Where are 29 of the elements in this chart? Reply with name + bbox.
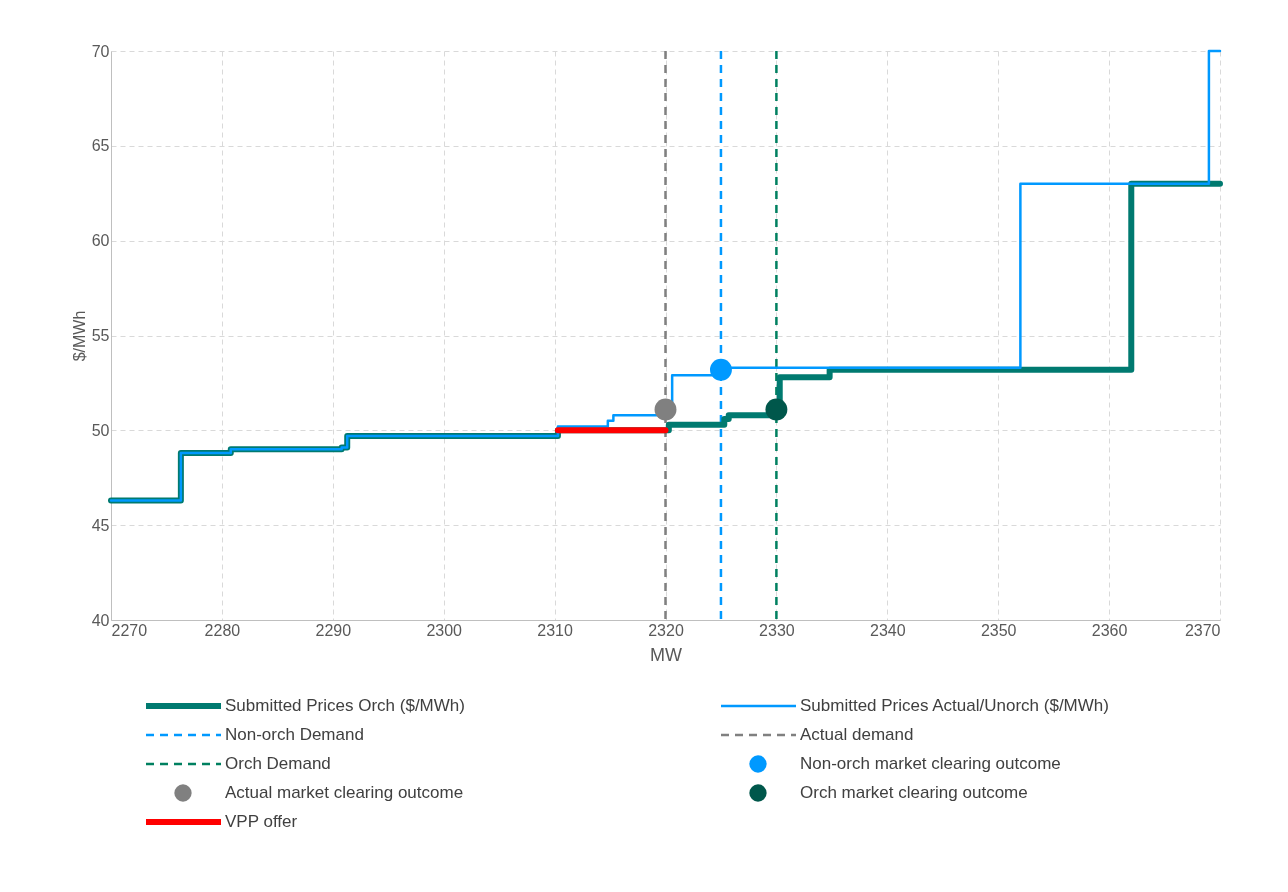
y-tick-label: 55	[91, 327, 110, 344]
legend-label: Orch Demand	[225, 754, 331, 773]
y-tick-label: 65	[91, 137, 110, 155]
y-axis-title: $/MWh	[70, 310, 88, 362]
legend-label: VPP offer	[225, 812, 298, 831]
y-tick-label: 45	[91, 516, 110, 534]
x-tick-label: 2280	[204, 621, 241, 639]
legend-label: Submitted Prices Actual/Unorch ($/MWh)	[800, 696, 1109, 715]
x-tick-label: 2340	[870, 621, 906, 639]
x-tick-label: 2320	[648, 621, 684, 639]
x-tick-label: 2360	[1091, 621, 1128, 639]
legend-label: Orch market clearing outcome	[800, 783, 1028, 802]
y-tick-label: 40	[91, 611, 110, 629]
x-tick-label: 2370	[1184, 621, 1221, 639]
x-tick-label: 2350	[980, 621, 1017, 639]
x-tick-label: 2300	[426, 621, 463, 639]
x-tick-label: 2270	[111, 621, 148, 639]
y-tick-label: 50	[91, 421, 110, 439]
legend-label: Actual market clearing outcome	[225, 783, 464, 802]
x-tick-label: 2290	[315, 621, 352, 639]
x-axis-title: MW	[650, 644, 682, 665]
x-tick-label: 2330	[759, 621, 795, 639]
legend-label: Non-orch market clearing outcome	[800, 754, 1061, 773]
x-tick-label: 2310	[537, 621, 573, 639]
legend-label: Submitted Prices Orch ($/MWh)	[225, 696, 465, 715]
y-tick-label: 70	[91, 42, 110, 60]
legend-label: Actual demand	[800, 725, 914, 744]
legend-label: Non-orch Demand	[225, 725, 364, 744]
y-tick-label: 60	[91, 232, 110, 250]
